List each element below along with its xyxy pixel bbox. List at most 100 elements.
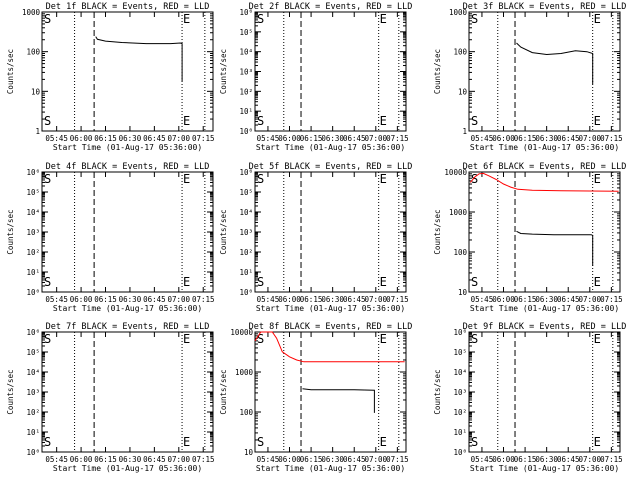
y-tick-label: 10³ <box>239 68 253 77</box>
events-series-line <box>516 42 594 85</box>
end-marker: E <box>380 435 387 449</box>
x-tick-label: 06:15 <box>300 134 323 143</box>
end-marker: E <box>594 172 601 186</box>
x-axis-label: Start Time (01-Aug-17 05:36:00) <box>256 464 405 473</box>
panel-title: Det 8f BLACK = Events, RED = LLD <box>249 322 413 332</box>
panel-det-5: Det 5f BLACK = Events, RED = LLD05:4506:… <box>219 162 412 313</box>
plot-frame <box>468 331 621 453</box>
x-tick-label: 07:00 <box>579 134 602 143</box>
y-tick-label: 10² <box>26 248 40 257</box>
y-tick-label: 10¹ <box>26 268 40 277</box>
x-tick-label: 07:00 <box>365 455 388 464</box>
x-tick-label: 06:00 <box>492 455 515 464</box>
end-marker: E <box>594 12 601 26</box>
end-marker: E <box>183 12 190 26</box>
x-tick-label: 06:15 <box>514 134 537 143</box>
x-tick-label: 07:00 <box>579 295 602 304</box>
y-tick-label: 10⁵ <box>453 348 467 357</box>
y-tick-label: 10¹ <box>453 428 467 437</box>
x-tick-label: 06:00 <box>70 134 93 143</box>
y-tick-label: 10³ <box>453 388 467 397</box>
x-tick-label: 06:30 <box>321 295 344 304</box>
x-tick-label: 05:45 <box>471 455 494 464</box>
x-tick-label: 05:45 <box>45 295 68 304</box>
start-marker: S <box>44 12 51 26</box>
start-marker: S <box>471 172 478 186</box>
start-marker: S <box>257 275 264 289</box>
y-tick-label: 10¹ <box>239 268 253 277</box>
x-tick-label: 05:45 <box>257 134 280 143</box>
y-tick-label: 10⁰ <box>239 127 253 136</box>
start-marker: S <box>44 275 51 289</box>
end-marker: E <box>594 275 601 289</box>
x-tick-label: 06:45 <box>557 134 580 143</box>
x-axis-label: Start Time (01-Aug-17 05:36:00) <box>470 304 619 313</box>
y-tick-label: 10⁰ <box>453 448 467 457</box>
x-tick-label: 06:15 <box>514 455 537 464</box>
x-tick-label: 07:00 <box>365 295 388 304</box>
plot-frame <box>41 331 214 453</box>
start-marker: S <box>471 114 478 128</box>
end-marker: E <box>380 12 387 26</box>
panel-title: Det 3f BLACK = Events, RED = LLD <box>463 2 627 12</box>
x-tick-label: 07:00 <box>579 455 602 464</box>
y-tick-label: 10⁴ <box>453 368 467 377</box>
x-tick-label: 06:15 <box>94 455 117 464</box>
x-tick-label: 06:45 <box>343 134 366 143</box>
plot-frame <box>254 171 407 293</box>
y-tick-label: 10 <box>244 448 254 457</box>
lld-series-line <box>254 331 405 363</box>
x-axis-label: Start Time (01-Aug-17 05:36:00) <box>53 143 202 152</box>
x-tick-label: 07:15 <box>192 455 215 464</box>
x-tick-label: 06:30 <box>535 134 558 143</box>
y-tick-label: 10⁶ <box>26 328 40 337</box>
y-axis-label: Counts/sec <box>219 209 228 254</box>
x-tick-label: 05:45 <box>257 455 280 464</box>
panel-det-3: Det 3f BLACK = Events, RED = LLD05:4506:… <box>433 2 626 152</box>
y-tick-label: 100 <box>453 248 467 257</box>
start-marker: S <box>471 12 478 26</box>
panel-det-2: Det 2f BLACK = Events, RED = LLD05:4506:… <box>219 2 412 152</box>
x-tick-label: 06:15 <box>94 134 117 143</box>
y-tick-label: 10 <box>458 87 468 96</box>
x-tick-label: 07:00 <box>365 134 388 143</box>
x-tick-label: 06:30 <box>321 134 344 143</box>
x-tick-label: 06:30 <box>321 455 344 464</box>
x-tick-label: 06:00 <box>70 295 93 304</box>
x-tick-label: 07:15 <box>386 455 409 464</box>
x-tick-label: 07:15 <box>192 134 215 143</box>
y-axis-label: Counts/sec <box>6 49 15 94</box>
y-tick-label: 10⁴ <box>239 208 253 217</box>
panel-title: Det 4f BLACK = Events, RED = LLD <box>46 162 210 172</box>
y-tick-label: 100 <box>453 48 467 57</box>
start-marker: S <box>44 435 51 449</box>
panel-title: Det 1f BLACK = Events, RED = LLD <box>46 2 210 12</box>
y-tick-label: 100 <box>26 48 40 57</box>
plot-frame <box>468 171 621 293</box>
y-tick-label: 10⁶ <box>239 8 253 17</box>
x-tick-label: 07:15 <box>386 134 409 143</box>
x-tick-label: 06:30 <box>535 295 558 304</box>
x-tick-label: 06:15 <box>300 455 323 464</box>
x-axis-label: Start Time (01-Aug-17 05:36:00) <box>53 304 202 313</box>
y-tick-label: 10⁰ <box>26 448 40 457</box>
start-marker: S <box>44 332 51 346</box>
x-tick-label: 06:45 <box>557 295 580 304</box>
x-axis-label: Start Time (01-Aug-17 05:36:00) <box>256 304 405 313</box>
y-axis-label: Counts/sec <box>219 369 228 414</box>
end-marker: E <box>183 332 190 346</box>
y-tick-label: 10⁰ <box>26 288 40 297</box>
x-tick-label: 05:45 <box>45 455 68 464</box>
y-tick-label: 10⁶ <box>453 328 467 337</box>
end-marker: E <box>183 435 190 449</box>
y-tick-label: 10⁵ <box>26 348 40 357</box>
start-marker: S <box>471 275 478 289</box>
y-tick-label: 10⁵ <box>26 188 40 197</box>
y-axis-label: Counts/sec <box>433 369 442 414</box>
x-tick-label: 06:15 <box>300 295 323 304</box>
panel-title: Det 5f BLACK = Events, RED = LLD <box>249 162 413 172</box>
y-axis-label: Counts/sec <box>219 49 228 94</box>
y-tick-label: 10000 <box>230 328 253 337</box>
